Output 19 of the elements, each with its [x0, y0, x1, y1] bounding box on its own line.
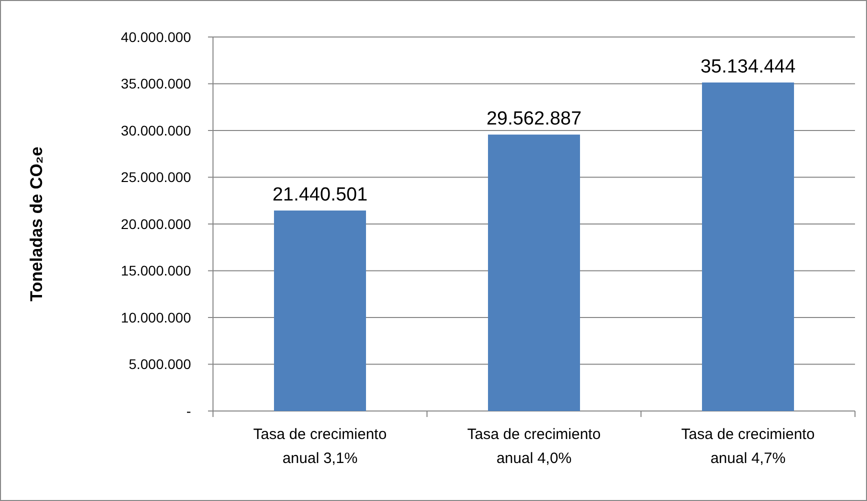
data-label: 21.440.501 — [272, 184, 368, 206]
y-axis-title: Toneladas de CO₂e — [27, 146, 46, 302]
y-tick-label: 15.000.000 — [120, 262, 192, 279]
y-tick-label: 10.000.000 — [120, 309, 192, 326]
y-tick-label: - — [186, 402, 192, 419]
data-label: 35.134.444 — [700, 56, 796, 78]
y-tick-label: 5.000.000 — [128, 356, 192, 372]
y-tick-label: 20.000.000 — [120, 216, 192, 232]
x-tick-label: Tasa de crecimiento anual 3,1% — [253, 426, 387, 467]
y-tick-label: 35.000.000 — [120, 76, 192, 92]
y-tick-label: 30.000.000 — [120, 122, 192, 138]
x-tick-label: Tasa de crecimiento anual 4,7% — [681, 426, 815, 467]
x-tick-label: Tasa de crecimiento anual 4,0% — [467, 426, 601, 467]
y-tick-label: 40.000.000 — [120, 28, 192, 45]
bar — [488, 134, 580, 411]
y-tick-label: 25.000.000 — [120, 169, 192, 186]
bar — [274, 210, 366, 411]
data-label: 29.562.887 — [486, 108, 582, 130]
bar — [702, 82, 794, 411]
